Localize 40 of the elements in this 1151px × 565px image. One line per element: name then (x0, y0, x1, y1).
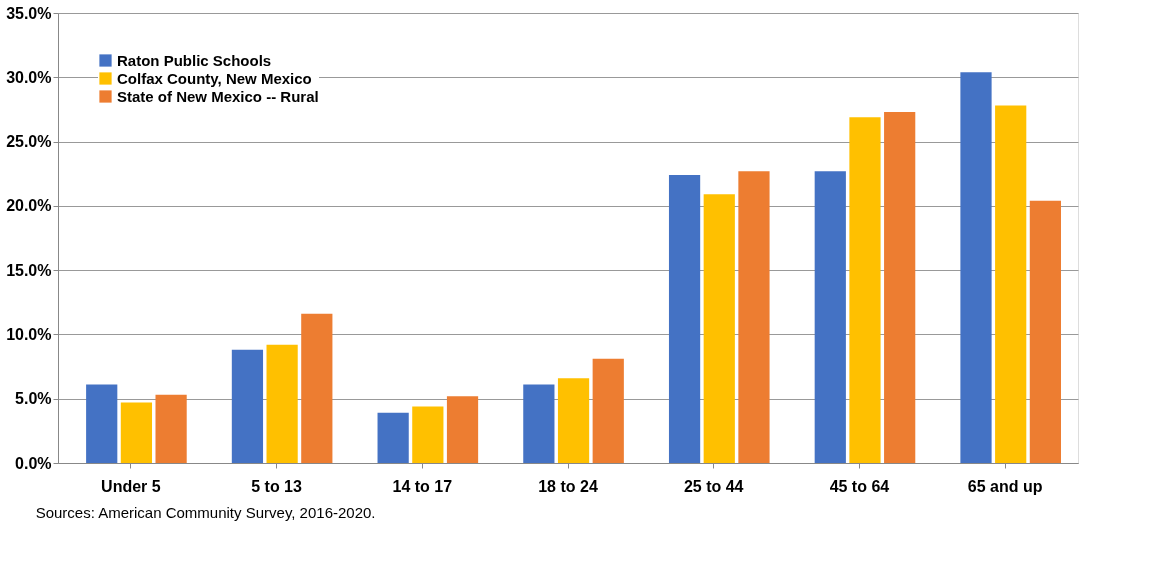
legend-label: Colfax County, New Mexico (117, 69, 312, 87)
legend-label: Raton Public Schools (117, 51, 272, 69)
y-tick-label: 35.0% (6, 4, 52, 22)
y-tick-label: 15.0% (6, 261, 52, 279)
x-tick-label: 18 to 24 (538, 477, 598, 495)
x-tick-label: 25 to 44 (683, 477, 744, 495)
y-tick-label: 25.0% (6, 133, 52, 151)
y-tick-label: 5.0% (15, 390, 52, 408)
bar (523, 384, 555, 463)
bar (703, 194, 735, 463)
bar (412, 406, 444, 463)
x-tick-label: 5 to 13 (251, 477, 303, 495)
bar (738, 171, 770, 463)
bar (995, 105, 1027, 463)
y-tick-label: 10.0% (6, 325, 52, 343)
x-tick-label: Under 5 (101, 477, 161, 495)
bar (960, 72, 992, 463)
bar (814, 171, 846, 463)
source-note: Sources: American Community Survey, 2016-2020. (35, 504, 376, 521)
bar (377, 412, 409, 463)
y-tick-label: 30.0% (6, 68, 52, 86)
bar (120, 402, 153, 463)
x-tick-label: 45 to 64 (829, 477, 890, 495)
bar (884, 112, 916, 463)
bar (592, 358, 624, 463)
bar (231, 349, 264, 463)
x-tick-label: 65 and up (967, 477, 1043, 495)
bar (266, 344, 298, 463)
bar (849, 117, 881, 463)
x-tick-label: 14 to 17 (392, 477, 453, 495)
y-tick-label: 0.0% (15, 454, 52, 472)
bar (155, 394, 187, 463)
bar (668, 175, 701, 463)
bar (86, 384, 118, 463)
bar (301, 313, 333, 463)
bar (1029, 200, 1061, 463)
bar (446, 396, 479, 463)
bar (557, 378, 590, 463)
legend-label: State of New Mexico -- Rural (117, 87, 319, 105)
y-tick-label: 20.0% (6, 197, 52, 215)
